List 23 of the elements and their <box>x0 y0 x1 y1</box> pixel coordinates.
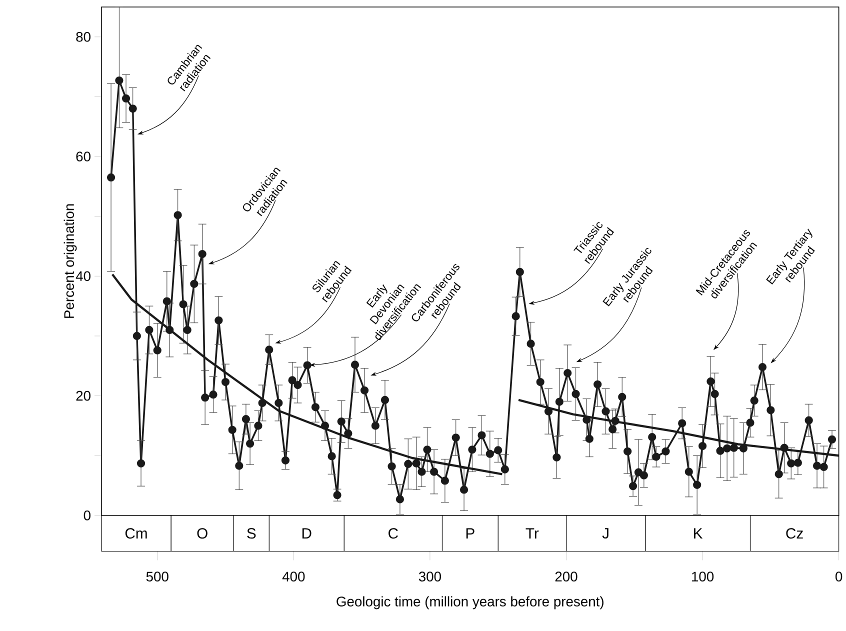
series-label: O <box>197 528 208 539</box>
x-tick-label: 0 <box>836 572 842 582</box>
y-tick-label: 80 <box>76 32 90 42</box>
series-label: C <box>388 528 398 539</box>
series-label: S <box>247 528 256 539</box>
y-axis-title: Percent origination <box>64 204 77 318</box>
y-tick-label: 0 <box>84 510 90 520</box>
x-tick-label: 200 <box>555 572 578 582</box>
series-label: K <box>694 528 703 539</box>
series-label: J <box>602 528 608 539</box>
series-label: P <box>466 528 474 539</box>
x-tick-label: 300 <box>418 572 441 582</box>
y-tick-label: 60 <box>76 152 90 162</box>
series-label: Cz <box>786 528 803 539</box>
y-tick-label: 40 <box>76 271 90 282</box>
x-tick-label: 500 <box>146 572 168 582</box>
x-tick-label: 100 <box>692 572 714 582</box>
x-tick-label: 400 <box>282 572 305 582</box>
x-axis-title: Geologic time (million years before present) <box>336 596 604 610</box>
y-tick-label: 20 <box>76 390 90 401</box>
series-label: Cm <box>125 528 147 539</box>
series-label: Tr <box>526 528 539 539</box>
series-label: D <box>302 528 312 539</box>
